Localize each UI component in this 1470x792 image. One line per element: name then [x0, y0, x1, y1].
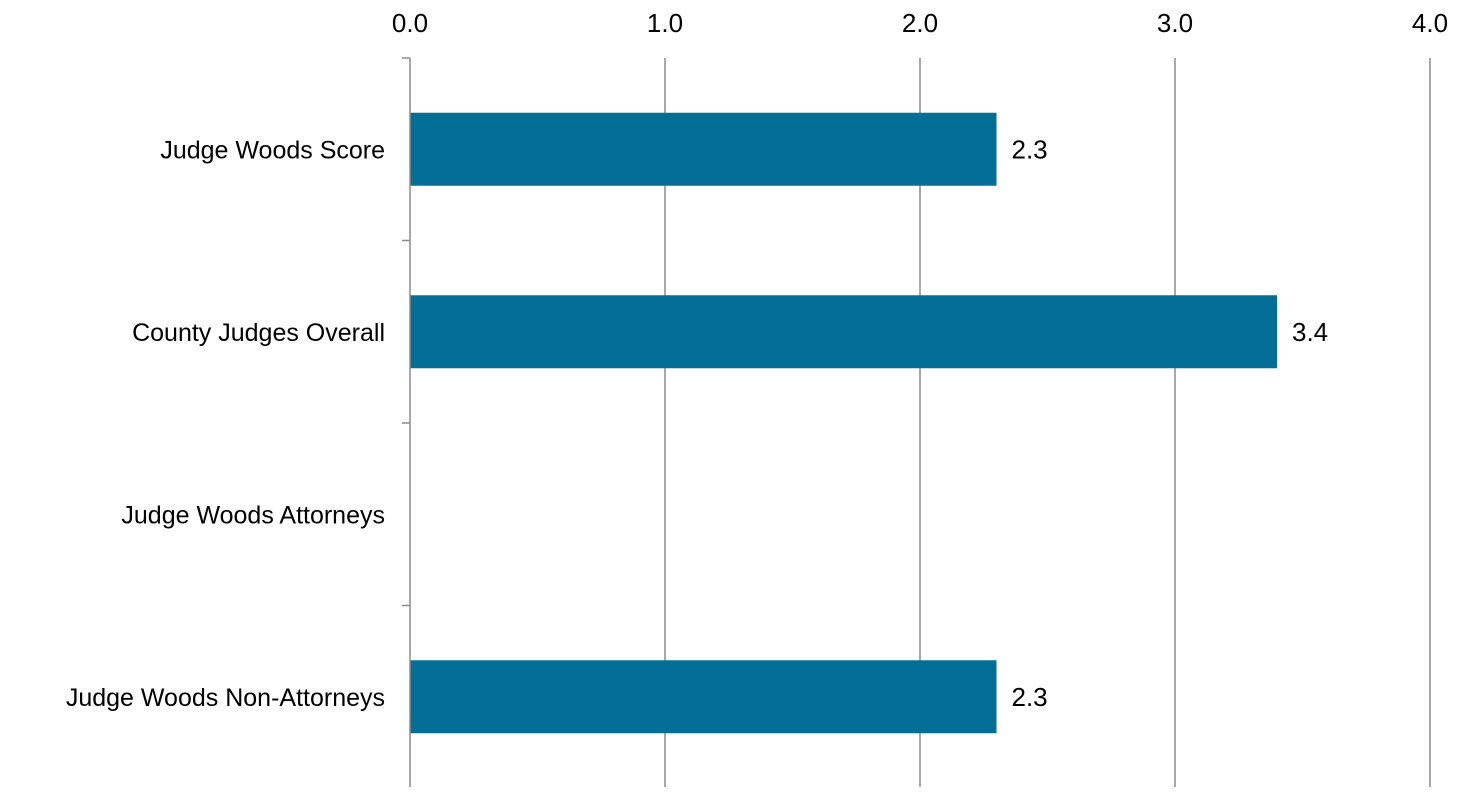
x-tick-label: 3.0	[1157, 8, 1193, 38]
category-label: Judge Woods Attorneys	[121, 501, 385, 529]
x-tick-label: 1.0	[647, 8, 683, 38]
category-label: Judge Woods Score	[160, 136, 385, 164]
x-tick-label: 2.0	[902, 8, 938, 38]
x-tick-label: 4.0	[1412, 8, 1448, 38]
x-tick-label: 0.0	[392, 8, 428, 38]
data-label: 2.3	[1012, 682, 1048, 712]
category-label: Judge Woods Non-Attorneys	[66, 684, 385, 712]
bar	[410, 660, 997, 734]
bar	[410, 112, 997, 186]
data-label: 3.4	[1292, 317, 1328, 347]
bar	[410, 295, 1277, 369]
category-label: County Judges Overall	[132, 319, 385, 347]
axis-layer	[402, 57, 411, 789]
data-label: 2.3	[1012, 134, 1048, 164]
labels-layer: 0.0 1.0 2.0 3.0 4.0 Judge Woods Score 2.3 Count…	[66, 8, 1448, 712]
bars-layer	[410, 112, 1277, 734]
